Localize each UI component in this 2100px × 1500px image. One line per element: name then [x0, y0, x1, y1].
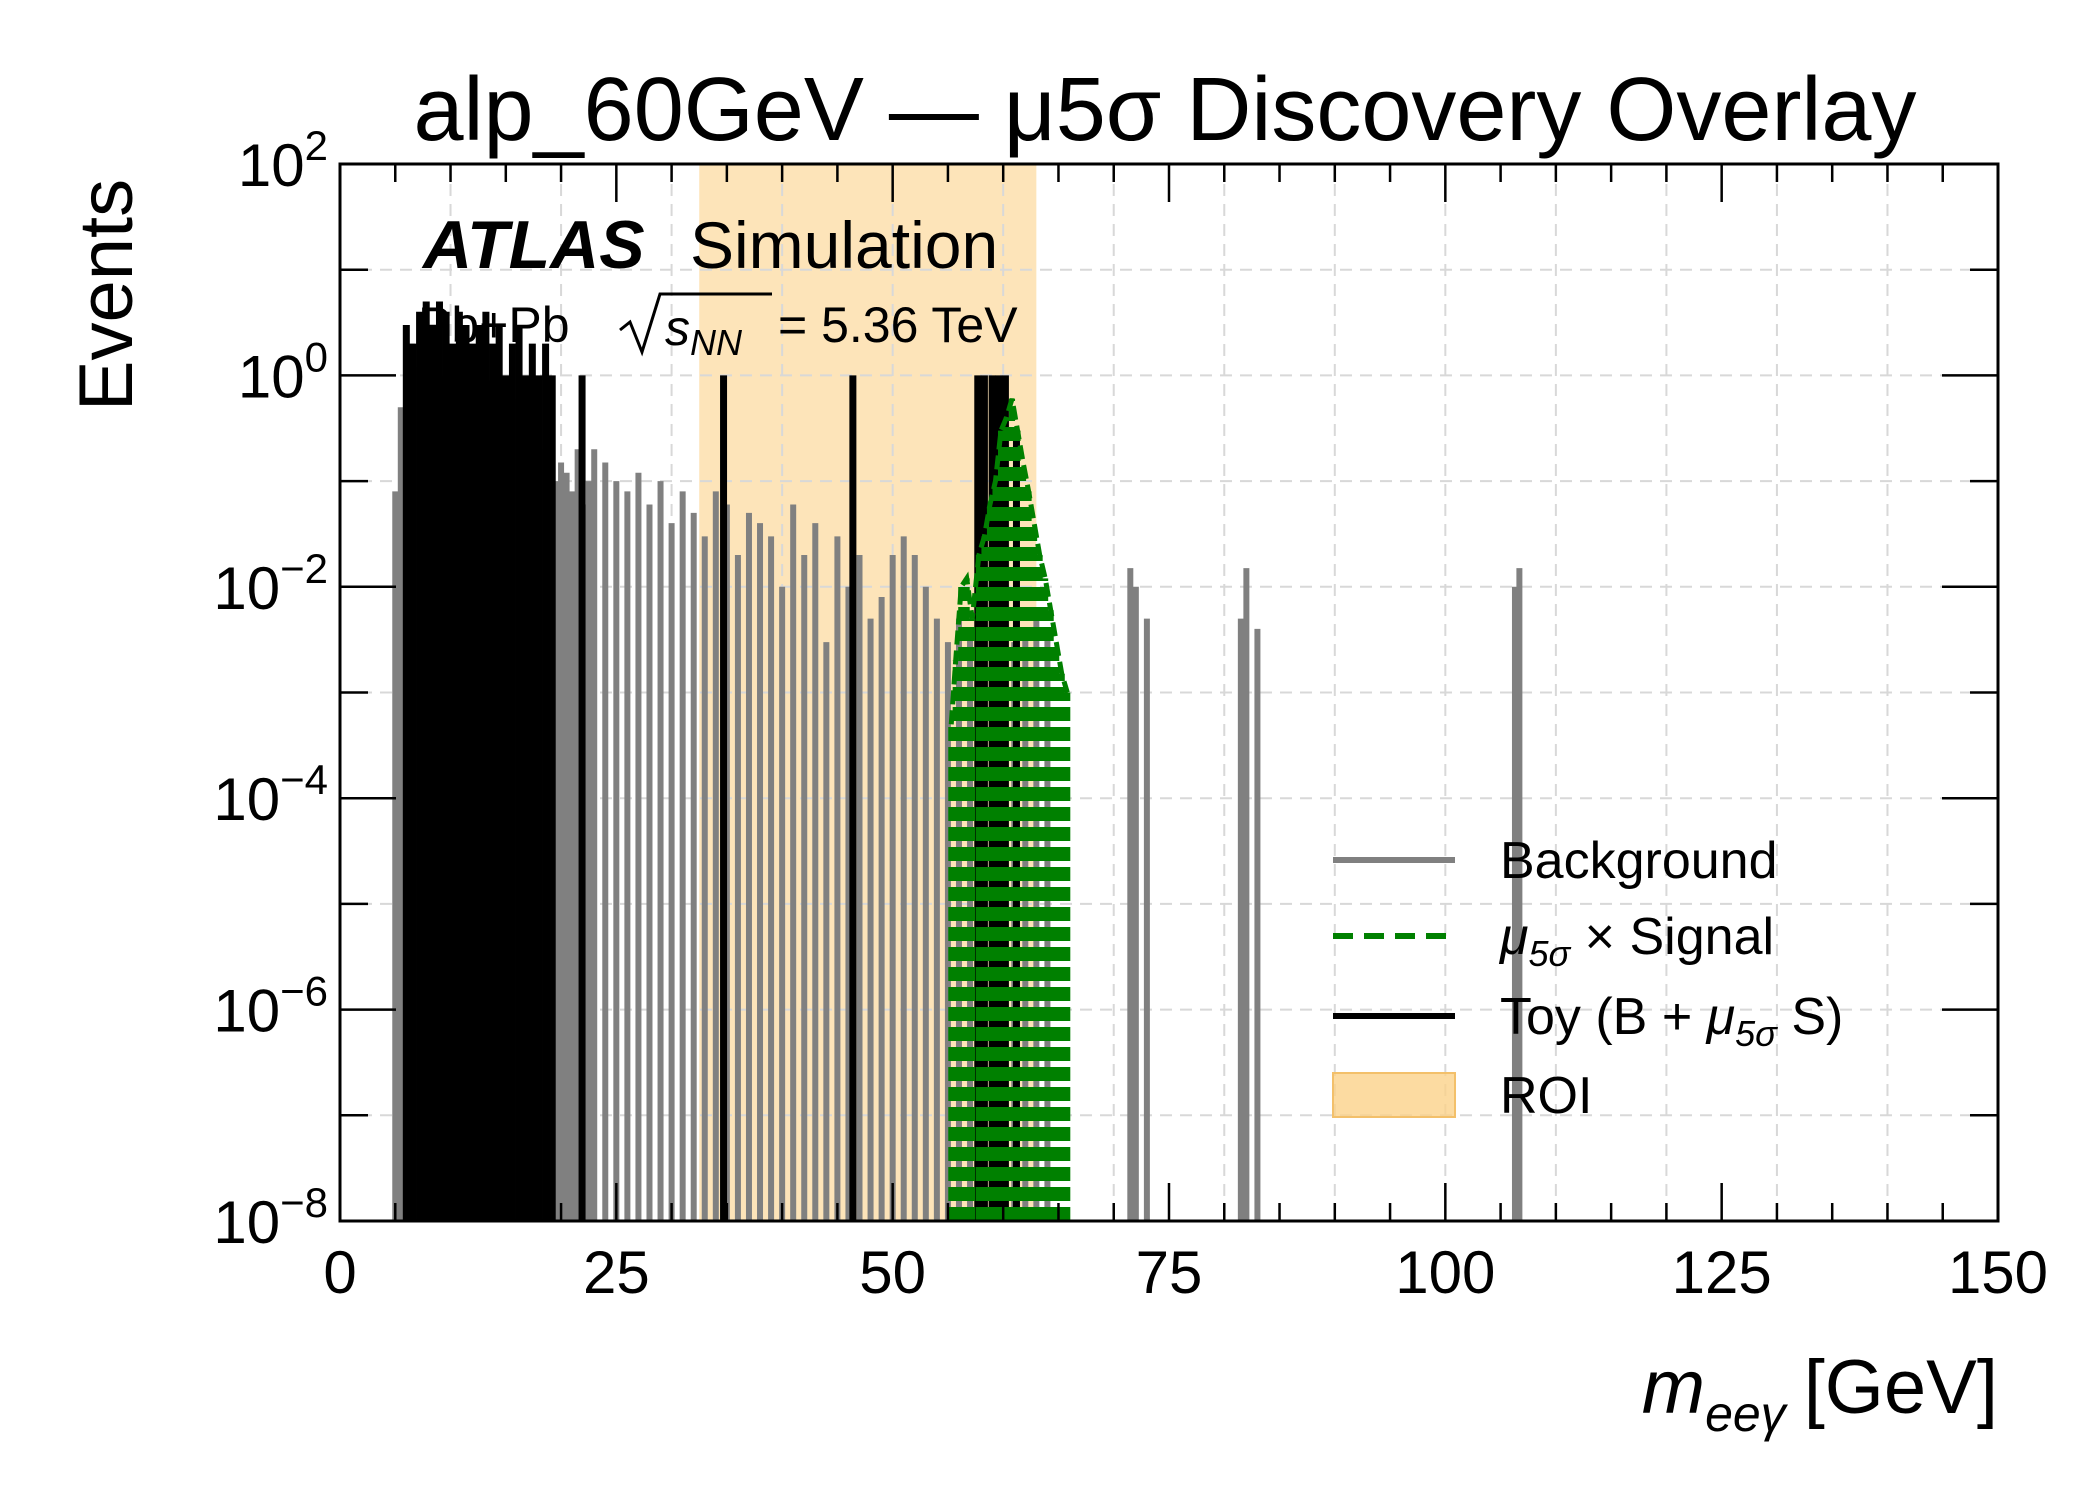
legend-label-signal: μ5σ × Signal — [1498, 908, 1774, 974]
legend-handle-roi — [1332, 1072, 1456, 1118]
signal-curve — [948, 398, 1070, 725]
x-tick-label: 0 — [323, 1239, 356, 1306]
axes-frame — [338, 162, 2000, 1223]
legend-label-roi: ROI — [1500, 1067, 1592, 1125]
y-tick-label: 10−4 — [213, 756, 328, 833]
legend-label-background: Background — [1500, 832, 1778, 890]
x-tick-label: 75 — [1136, 1239, 1203, 1306]
legend: Background μ5σ × Signal Toy (B + μ5σ S) … — [1332, 832, 1843, 1125]
collision-label: Pb+Pb sNN = 5.36 TeV — [418, 292, 1018, 363]
collision-label-energy: = 5.36 TeV — [778, 297, 1018, 353]
x-tick-label: 50 — [859, 1239, 926, 1306]
atlas-label: ATLAS — [421, 207, 645, 283]
x-tick-label: 25 — [583, 1239, 650, 1306]
y-tick-label: 10−8 — [213, 1179, 328, 1256]
collision-label-prefix: Pb+Pb — [418, 297, 570, 353]
x-tick-labels: 0 25 50 75 100 125 150 — [323, 1239, 2048, 1306]
signal-series — [948, 398, 1071, 1221]
y-tick-label: 100 — [238, 333, 328, 410]
legend-label-toy: Toy (B + μ5σ S) — [1500, 988, 1843, 1054]
sqrt-symbol — [619, 292, 772, 357]
collision-label-snn: sNN — [665, 300, 743, 363]
x-axis-label: meeγ [GeV] — [1642, 1345, 1998, 1442]
x-axis-label-unit: [GeV] — [1804, 1345, 1998, 1430]
y-tick-label: 10−2 — [213, 545, 328, 622]
y-tick-label: 102 — [238, 122, 328, 199]
x-tick-label: 150 — [1948, 1239, 2048, 1306]
y-tick-labels: 102 100 10−2 10−4 10−6 10−8 — [213, 122, 328, 1256]
grid — [340, 164, 1998, 1221]
x-tick-label: 100 — [1395, 1239, 1495, 1306]
x-axis-label-main: m — [1642, 1345, 1705, 1430]
chart-title: alp_60GeV — μ5σ Discovery Overlay — [414, 60, 1917, 160]
simulation-label: Simulation — [690, 208, 998, 282]
x-axis-label-sub: eeγ — [1705, 1386, 1789, 1442]
y-tick-label: 10−6 — [213, 968, 328, 1045]
x-tick-label: 125 — [1672, 1239, 1772, 1306]
y-axis-label: Events — [64, 179, 149, 411]
